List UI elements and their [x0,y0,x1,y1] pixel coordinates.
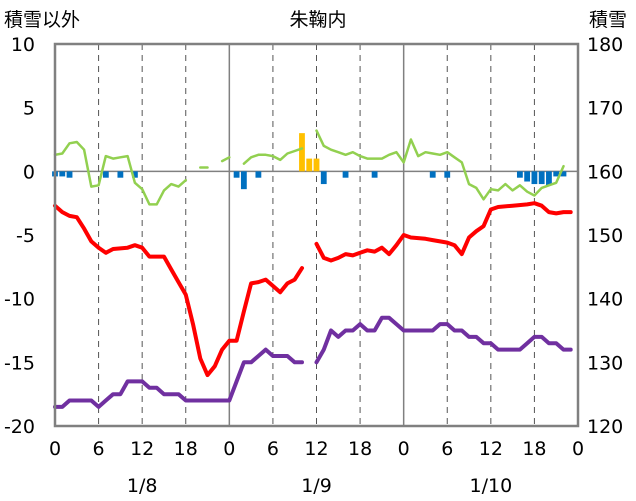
chart-title: 朱鞠内 [289,9,346,31]
precip-bar-negative [342,171,349,178]
precip-bar-negative [538,171,545,185]
precip-bar-negative [429,171,436,178]
precip-bar-negative [524,171,531,182]
precip-bar-positive [306,158,313,172]
right-tick-label: 160 [587,161,623,183]
x-tick-label: 0 [49,438,61,460]
date-label: 1/10 [469,475,512,497]
precip-bar-negative [255,171,262,178]
temperature-line [314,201,573,263]
precip-bar-negative [233,171,240,178]
left-axis-label: 積雪以外 [4,9,80,31]
x-tick-label: 0 [223,438,235,460]
left-tick-label: -20 [4,416,35,438]
right-tick-label: 180 [587,34,623,56]
x-tick-label: 18 [522,438,546,460]
precip-bar-negative [240,171,247,190]
wind-line [315,129,565,201]
x-tick-label: 6 [441,438,453,460]
snow_depth-line [314,315,573,365]
precip-bar-negative [131,171,138,178]
right-axis-label: 積雪 [589,9,627,31]
x-tick-label: 12 [130,438,154,460]
left-tick-label: -5 [16,225,35,247]
precip-bar-positive [313,158,320,172]
plot-frame [53,42,580,428]
right-tick-label: 170 [587,98,623,120]
right-tick-label: 140 [587,289,623,311]
precip-bar-negative [531,171,538,185]
grid [55,44,578,426]
x-tick-label: 18 [174,438,198,460]
right-tick-label: 150 [587,225,623,247]
precip-bar-positive [299,133,305,172]
x-tick-label: 0 [572,438,584,460]
wind-line [220,156,231,163]
wind-line [242,147,304,165]
date-label: 1/8 [127,475,158,497]
left-tick-label: -10 [4,289,35,311]
left-tick-label: 10 [11,34,35,56]
date-label: 1/9 [301,475,332,497]
precip-bar-negative [546,171,552,186]
right-tick-label: 130 [587,352,623,374]
wind-line [53,140,188,206]
precip-bar-negative [59,171,66,177]
x-tick-label: 12 [479,438,503,460]
precip-bar-negative [117,171,124,178]
left-tick-label: 0 [23,161,35,183]
x-tick-label: 12 [304,438,328,460]
series-lines [53,129,573,409]
precip-bar-negative [516,171,523,178]
precip-bar-negative [102,171,109,178]
precip-bar-negative [320,171,327,185]
precip-bar-negative [553,171,560,177]
x-tick-label: 0 [398,438,410,460]
left-tick-label: 5 [23,98,35,120]
snow_depth-line [53,347,304,409]
precip-bars [52,133,567,190]
precip-bar-negative [444,171,451,178]
x-tick-label: 18 [348,438,372,460]
left-tick-label: -15 [4,352,35,374]
x-tick-label: 6 [93,438,105,460]
precip-bar-negative [560,171,567,177]
temperature-line [53,203,304,378]
precip-bar-negative [371,171,378,178]
precip-bar-negative [66,171,73,178]
x-tick-label: 6 [267,438,279,460]
right-tick-label: 120 [587,416,623,438]
